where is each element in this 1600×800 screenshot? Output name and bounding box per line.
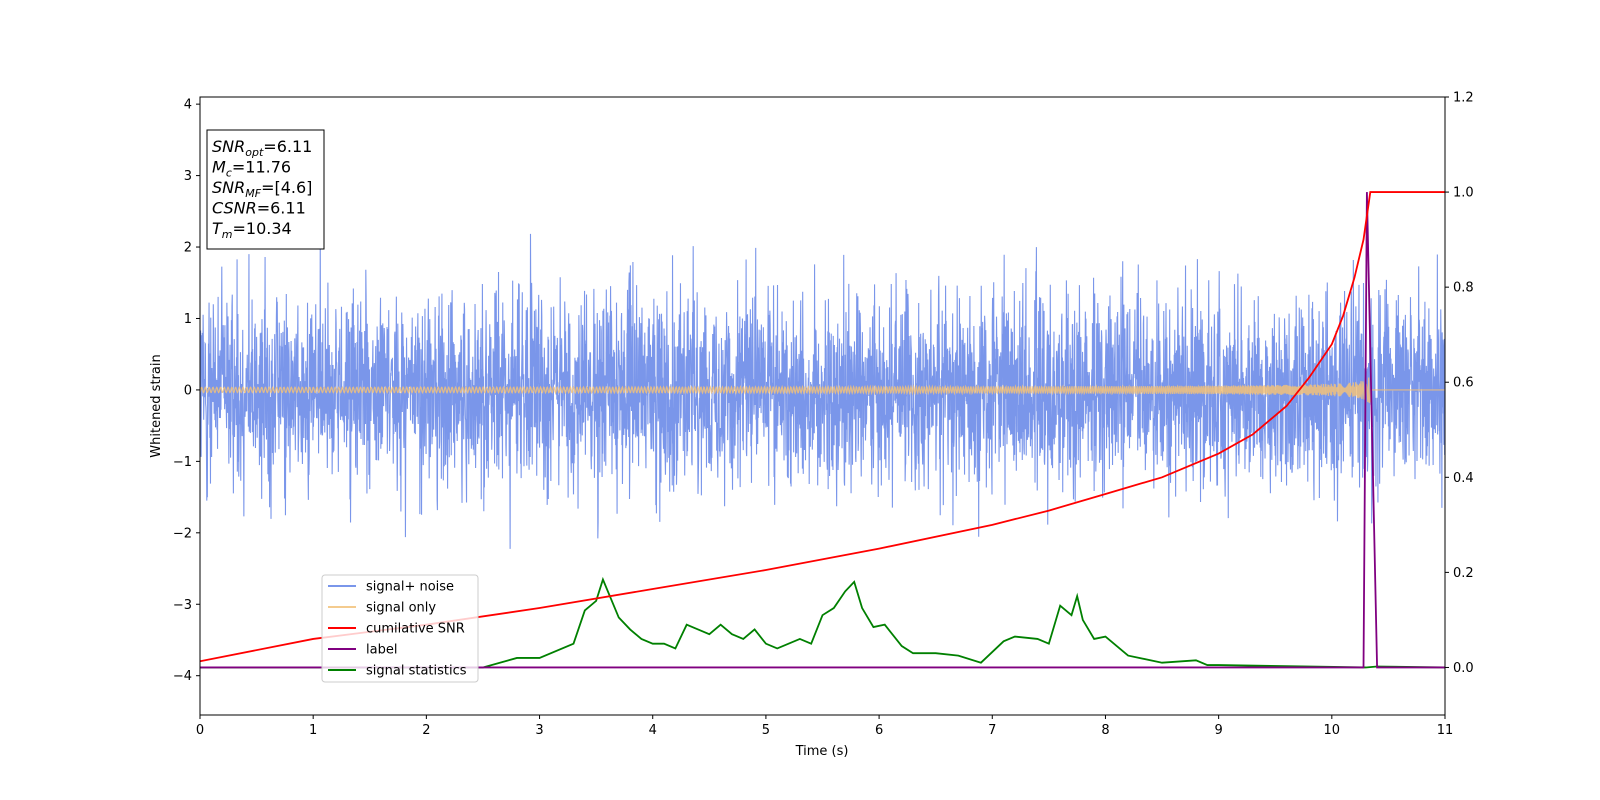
y2-tick-label: 0.0 xyxy=(1453,661,1474,676)
legend-entry-label: signal statistics xyxy=(366,664,467,679)
legend-entry-label: signal only xyxy=(366,601,436,616)
annotation-line: Tm=10.34 xyxy=(212,219,292,241)
x-tick-label: 11 xyxy=(1437,723,1454,738)
x-tick-label: 0 xyxy=(196,723,204,738)
series-layer xyxy=(200,191,1445,669)
x-tick-label: 5 xyxy=(762,723,770,738)
series-label-line xyxy=(200,192,1445,669)
legend-entry-label: signal+ noise xyxy=(366,580,454,595)
legend: signal+ noise signal only cumilative SNR la… xyxy=(321,574,479,683)
y-tick-label: 3 xyxy=(184,169,192,184)
y-tick-label: −3 xyxy=(173,598,192,613)
y-axis-left: −4 −3 −2 −1 0 1 2 3 4 xyxy=(173,98,200,684)
annotation-line: SNRopt=6.11 xyxy=(212,137,312,159)
x-tick-label: 8 xyxy=(1101,723,1109,738)
legend-frame xyxy=(321,574,479,683)
y-axis-label: Whitened strain xyxy=(149,354,164,457)
y-tick-label: 0 xyxy=(184,383,192,398)
y2-tick-label: 1.0 xyxy=(1453,186,1474,201)
y2-tick-label: 0.8 xyxy=(1453,281,1474,296)
x-tick-label: 10 xyxy=(1324,723,1341,738)
y-tick-label: 1 xyxy=(184,312,192,327)
series-signal-only-line xyxy=(200,377,1445,404)
x-tick-label: 4 xyxy=(649,723,657,738)
y2-tick-label: 0.4 xyxy=(1453,471,1474,486)
x-tick-label: 6 xyxy=(875,723,883,738)
x-axis-label: Time (s) xyxy=(795,744,849,759)
x-tick-label: 3 xyxy=(535,723,543,738)
y-tick-label: −2 xyxy=(173,526,192,541)
x-tick-label: 9 xyxy=(1214,723,1222,738)
legend-entry-label: label xyxy=(366,643,397,658)
plot-frame xyxy=(199,96,1446,716)
annotation-frame xyxy=(206,129,325,250)
x-axis: 0 1 2 3 4 5 6 7 8 9 10 11 xyxy=(196,715,1453,738)
y-tick-label: 4 xyxy=(184,98,192,113)
y-tick-label: 2 xyxy=(184,241,192,256)
x-tick-label: 2 xyxy=(422,723,430,738)
series-cumulative-snr-line xyxy=(200,191,1445,663)
legend-entry-label: cumilative SNR xyxy=(366,622,465,637)
series-signal-noise-line xyxy=(200,227,1445,549)
annotation-line: CSNR=6.11 xyxy=(212,199,306,218)
series-signal-statistics-line xyxy=(200,576,1445,669)
annotation-line: Mc=11.76 xyxy=(212,158,291,180)
y2-tick-label: 0.6 xyxy=(1453,376,1474,391)
y2-tick-label: 1.2 xyxy=(1453,91,1474,106)
annotation-box: SNRopt=6.11Mc=11.76SNRMF=[4.6]CSNR=6.11T… xyxy=(206,129,325,250)
x-tick-label: 7 xyxy=(988,723,996,738)
annotation-line: SNRMF=[4.6] xyxy=(212,178,312,200)
x-tick-label: 1 xyxy=(309,723,317,738)
y-tick-label: −1 xyxy=(173,455,192,470)
y2-tick-label: 0.2 xyxy=(1453,566,1474,581)
y-tick-label: −4 xyxy=(173,669,192,684)
y-axis-right: 0.0 0.2 0.4 0.6 0.8 1.0 1.2 xyxy=(1445,91,1474,676)
